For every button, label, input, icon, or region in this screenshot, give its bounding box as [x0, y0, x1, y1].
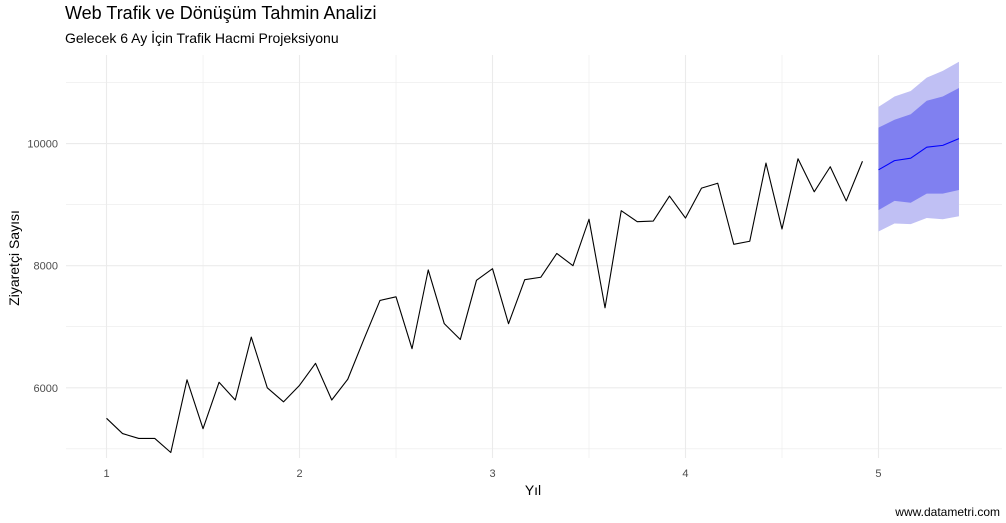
x-tick-label: 1	[103, 468, 109, 480]
x-tick-label: 4	[682, 468, 688, 480]
chart-caption: www.datametri.com	[895, 505, 1000, 519]
series-lines	[106, 138, 960, 454]
x-tick-label: 5	[875, 468, 881, 480]
forecast-series-line	[878, 138, 960, 171]
y-axis-ticks: 6000 8000 10000	[27, 139, 58, 395]
chart-title: Web Trafik ve Dönüşüm Tahmin Analizi	[65, 3, 377, 23]
forecast-bands	[878, 61, 959, 232]
y-tick-label: 6000	[34, 383, 58, 395]
x-tick-label: 3	[489, 468, 495, 480]
y-tick-label: 10000	[27, 139, 58, 151]
y-tick-label: 8000	[34, 261, 58, 273]
x-tick-label: 2	[296, 468, 302, 480]
chart-subtitle: Gelecek 6 Ay İçin Trafik Hacmi Projeksiy…	[65, 30, 339, 46]
x-axis-title: Yıl	[525, 482, 541, 498]
forecast-band-80	[878, 87, 959, 211]
grid-minor	[66, 55, 1002, 458]
y-axis-title: Ziyaretçi Sayısı	[6, 210, 22, 306]
x-axis-ticks: 1 2 3 4 5	[103, 468, 881, 480]
history-series-line	[106, 158, 863, 454]
grid-major	[66, 55, 1002, 458]
